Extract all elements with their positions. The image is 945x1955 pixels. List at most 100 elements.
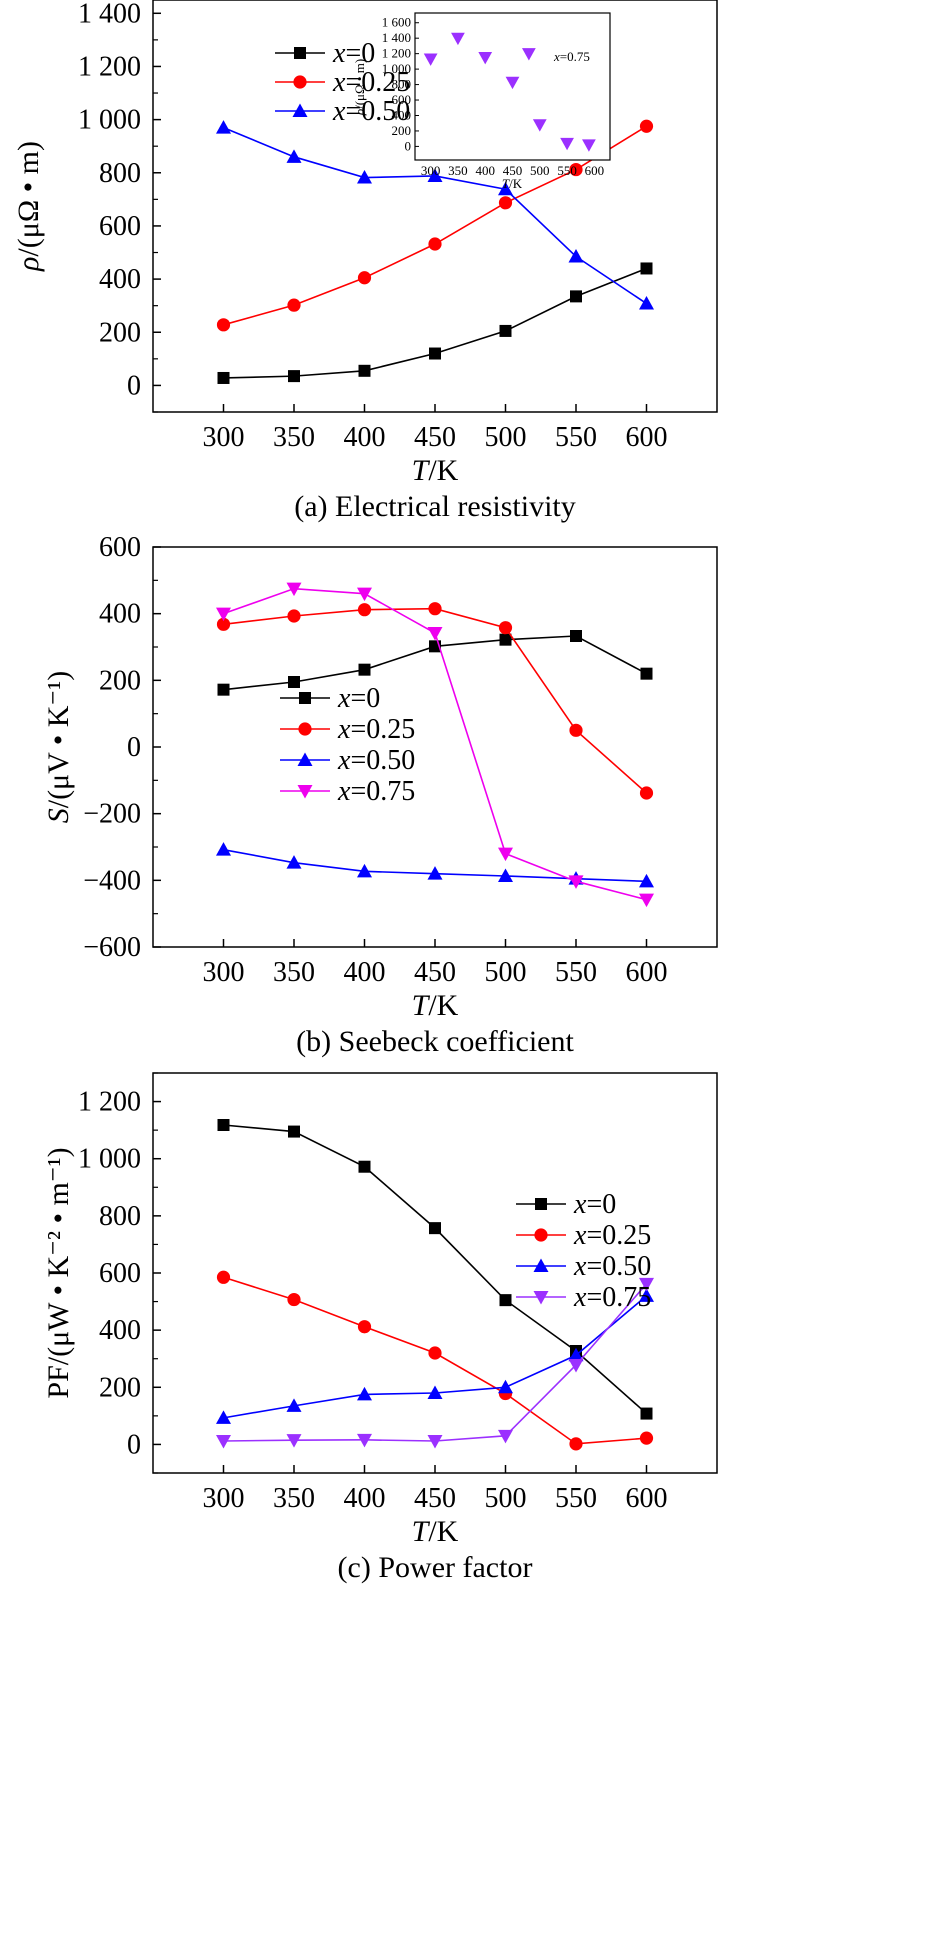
inset-y-tick-label: 1 600 [382,15,411,30]
x-tick-label: 500 [485,957,527,988]
data-point [498,1429,513,1444]
data-point [357,170,372,184]
data-point [570,630,582,642]
y-tick-label: 0 [127,732,141,763]
x-axis-label: T/K [502,176,523,191]
data-point [357,1433,372,1448]
data-point [498,621,513,635]
data-point [427,1435,443,1449]
legend-label: x=0.50 [337,745,415,776]
x-tick-label: 400 [344,422,386,453]
inset-y-tick-label: 600 [392,92,412,107]
data-point [358,1160,371,1173]
inset-data-point [423,53,438,66]
data-point [286,855,302,869]
y-tick-label: 600 [99,1258,141,1289]
x-tick-label: 500 [485,422,527,453]
inset-y-tick-label: 1 200 [382,46,411,61]
inset-data-point [532,119,547,132]
legend-marker [299,692,311,704]
data-point [568,875,584,889]
data-point [568,1359,584,1373]
panel-seebeck-coefficient: 300 350 400 450 500 550 600 −600 −400 −200 0 200 400… [42,532,718,1058]
data-point [569,723,583,737]
legend-marker [294,47,306,59]
legend: x=0x=0.25x=0.50x=0.75 [280,683,415,807]
x-tick-label: 400 [344,957,386,988]
data-point [286,1434,302,1448]
data-point [429,347,441,360]
data-point [427,1385,443,1399]
inset-x-tick-label: 450 [503,163,523,178]
data-point [429,1222,441,1235]
legend-marker [293,75,307,89]
data-point [288,676,300,688]
legend-label: x=0 [337,683,380,714]
inset-x-tick-label: 300 [421,163,441,178]
x-tick-label: 400 [344,1483,386,1514]
data-point [217,1119,230,1131]
inset-x-tick-label: 500 [530,163,550,178]
data-point [428,602,442,616]
data-point [639,119,654,133]
y-tick-label: 1 000 [78,105,141,136]
y-tick-label: 1 400 [78,0,141,29]
y-tick-label: 200 [99,317,141,348]
legend-label: x=0.25 [332,67,410,98]
data-point [357,587,372,602]
y-tick-label: 600 [99,532,141,563]
data-point [499,324,512,337]
inset-x-tick-label: 400 [475,163,495,178]
data-point [216,1270,231,1284]
x-axis-label: T/K [412,1515,459,1548]
data-point [640,262,653,275]
x-tick-label: 600 [626,1483,668,1514]
legend-label: x=0.75 [553,49,590,64]
x-tick-label: 350 [273,422,315,453]
x-axis-label: T/K [412,454,459,487]
y-axis-label: PF/(μW • K⁻² • m⁻¹) [42,1147,75,1398]
y-tick-label: 800 [99,1201,141,1232]
x-tick-label: 500 [485,1483,527,1514]
data-point [357,1320,372,1334]
inset-data-point [582,139,596,152]
x-tick-label: 300 [203,1483,245,1514]
data-point [286,149,302,163]
legend-label: x=0.25 [337,714,415,745]
legend-marker [298,722,312,736]
x-tick-label: 450 [414,957,456,988]
data-point [499,1294,512,1307]
x-tick-label: 300 [203,422,245,453]
data-point [568,249,584,263]
legend-label: x=0.50 [573,1251,651,1282]
x-tick-label: 550 [555,957,597,988]
data-point [639,1288,654,1302]
data-point [288,1125,300,1138]
data-point [286,1398,302,1412]
data-point [639,1431,654,1445]
legend-marker [292,103,308,117]
inset-data-point [451,32,465,46]
inset-y-tick-label: 200 [392,123,412,138]
data-point [216,318,231,332]
data-point [217,371,230,384]
x-axis-label: T/K [412,989,459,1022]
data-point [357,603,372,617]
data-point [639,893,654,908]
y-tick-label: 1 200 [78,1087,141,1118]
data-point [357,1386,372,1401]
data-point [569,1437,583,1451]
data-point [287,609,301,623]
data-point [498,868,513,882]
data-point [216,617,231,631]
data-point [427,866,443,880]
y-tick-label: −200 [83,799,141,830]
y-tick-label: 0 [127,370,141,401]
data-point [216,1410,231,1424]
y-tick-label: 400 [99,599,141,630]
inset-y-tick-label: 400 [392,107,412,122]
y-tick-label: −600 [83,932,141,963]
panel-caption: (b) Seebeck coefficient [296,1025,574,1058]
